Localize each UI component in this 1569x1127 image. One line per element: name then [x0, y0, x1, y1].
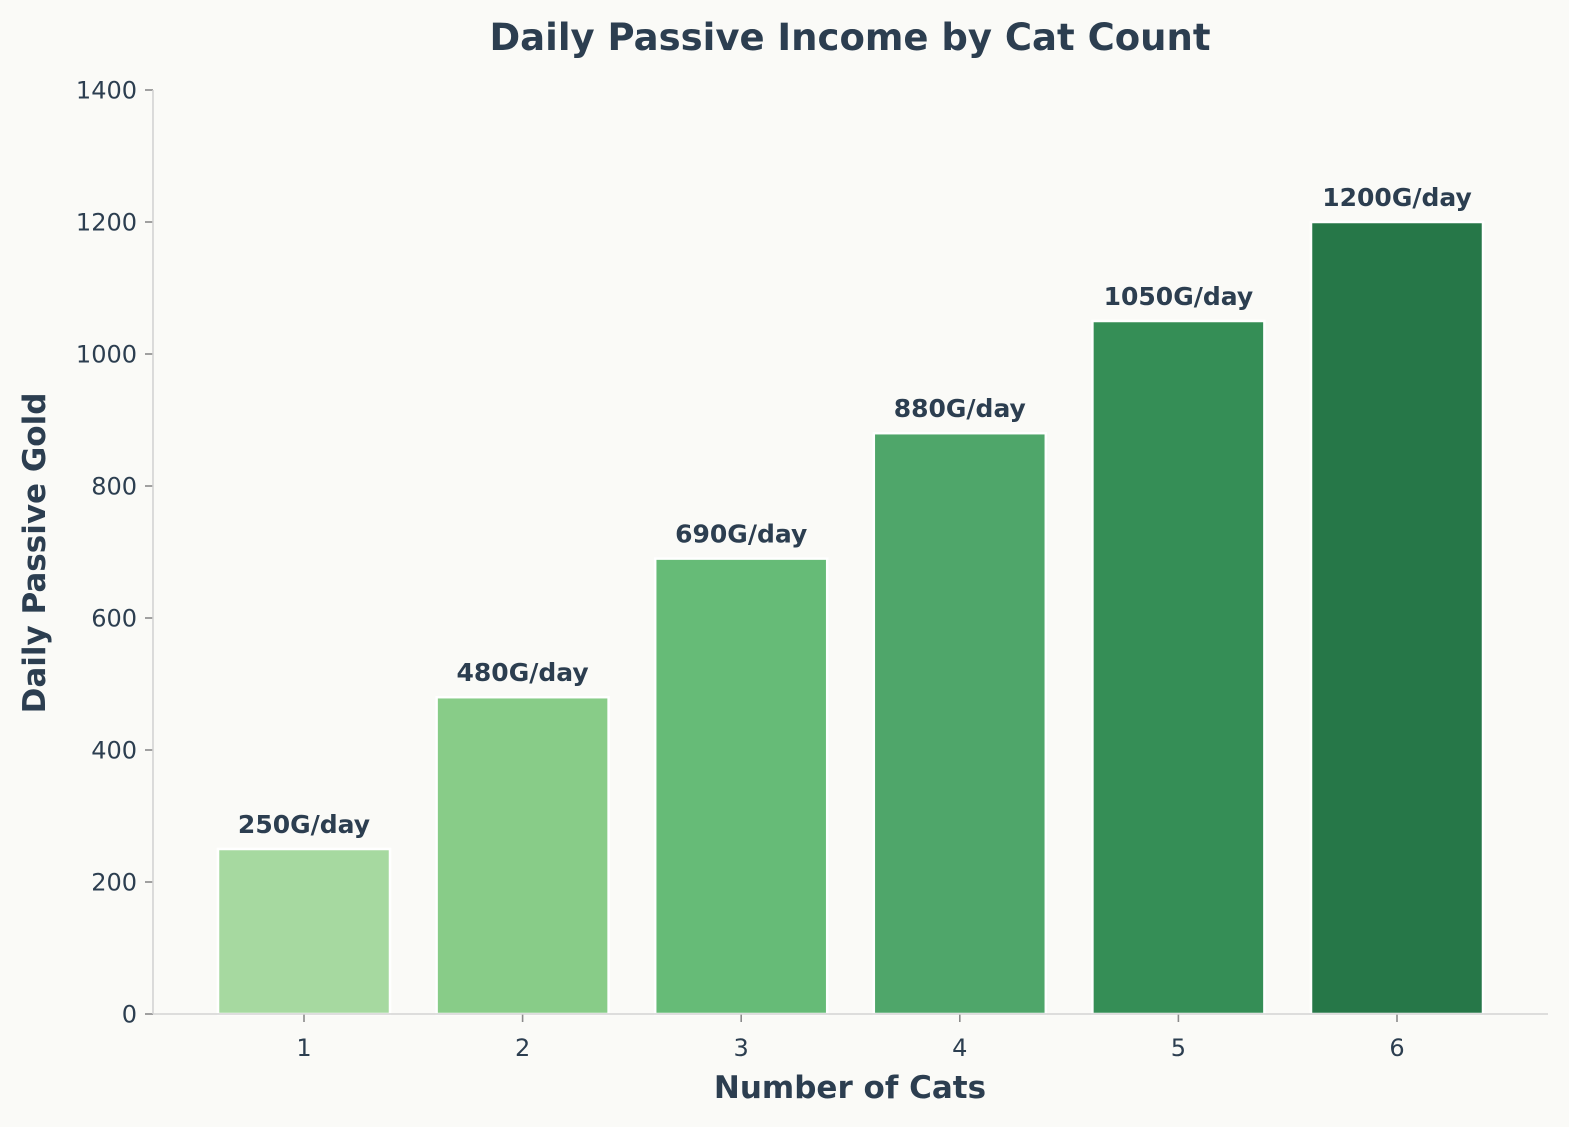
y-tick-label: 400	[91, 737, 137, 765]
bar-2	[435, 695, 610, 1016]
y-axis-ticks: 0 200 400 600 800 1000 1200 1400	[76, 77, 153, 1029]
y-tick-label: 800	[91, 473, 137, 501]
y-axis-label: Daily Passive Gold	[17, 393, 53, 714]
data-label: 880G/day	[894, 394, 1026, 423]
chart-title: Daily Passive Income by Cat Count	[489, 16, 1210, 59]
bar-4	[872, 431, 1048, 1016]
x-tick-label: 3	[734, 1034, 749, 1062]
data-label: 250G/day	[238, 810, 370, 839]
x-tick-label: 2	[515, 1034, 530, 1062]
y-tick-label: 1200	[76, 209, 137, 237]
x-axis-label: Number of Cats	[714, 1070, 986, 1106]
data-label: 1050G/day	[1104, 282, 1254, 311]
bar-3	[653, 557, 829, 1016]
bar-5	[1091, 319, 1266, 1016]
y-tick-label: 600	[91, 605, 137, 633]
bar-6	[1309, 220, 1485, 1016]
x-tick-label: 6	[1389, 1034, 1404, 1062]
data-label: 690G/day	[675, 520, 807, 549]
y-tick-label: 1000	[76, 341, 137, 369]
y-tick-label: 0	[122, 1001, 137, 1029]
y-tick-label: 200	[91, 869, 137, 897]
x-tick-label: 4	[952, 1034, 967, 1062]
x-axis-ticks: 1 2 3 4 5 6	[296, 1014, 1405, 1062]
data-label: 480G/day	[457, 658, 589, 687]
x-tick-label: 5	[1171, 1034, 1186, 1062]
y-tick-label: 1400	[76, 77, 137, 105]
bar-1	[216, 847, 392, 1016]
bars	[216, 220, 1485, 1016]
x-tick-label: 1	[296, 1034, 311, 1062]
data-label: 1200G/day	[1322, 183, 1472, 212]
data-labels: 250G/day 480G/day 690G/day 880G/day 1050G/da…	[238, 183, 1472, 839]
